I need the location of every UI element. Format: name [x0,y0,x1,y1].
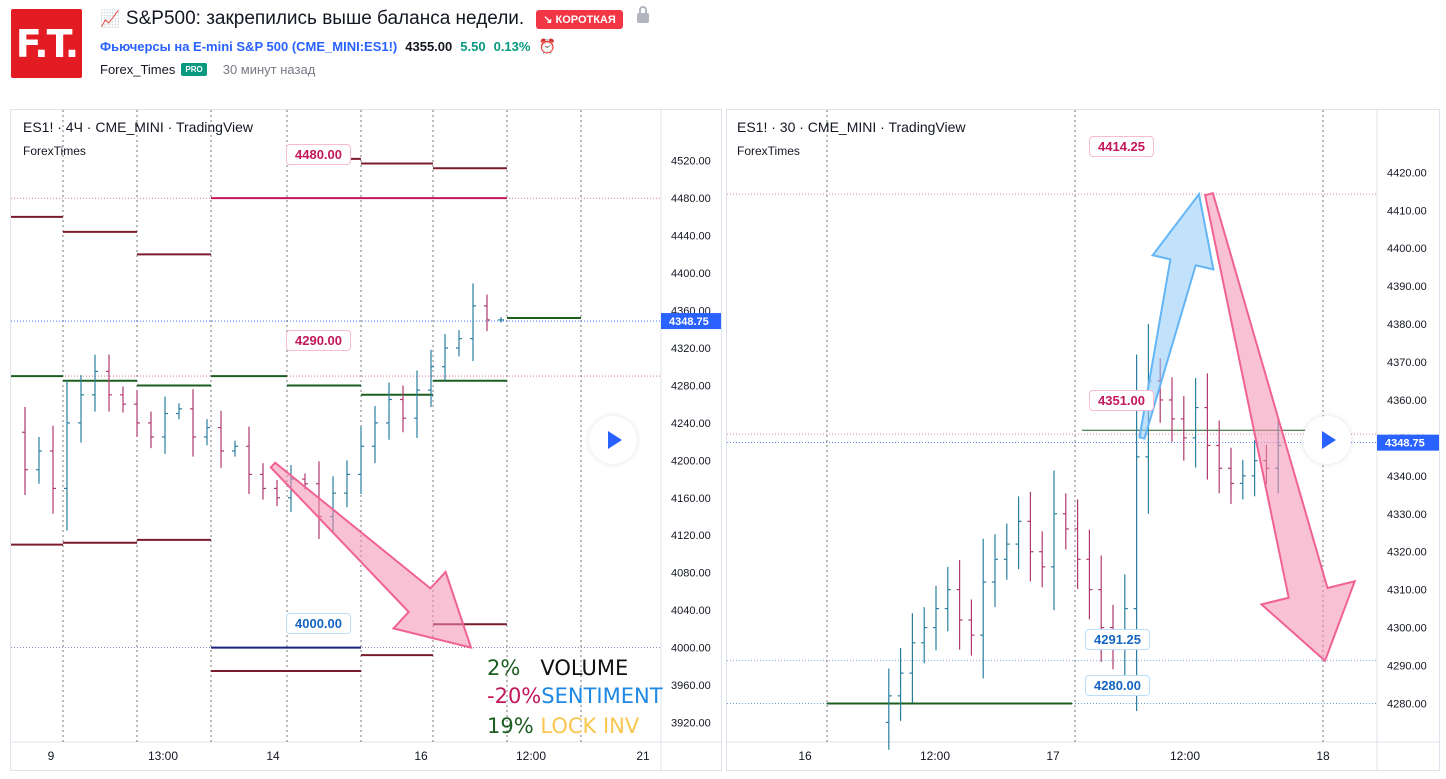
idea-title-text: S&P500: закрепились выше баланса недели. [125,8,525,29]
right-chart-title: ES1! · 30 · CME_MINI · TradingView [737,119,966,135]
symbol-code[interactable]: (CME_MINI:ES1!) [291,39,398,54]
short-badge: ↘ КОРОТКАЯ [536,9,623,29]
label-4280: 4280.00 [1085,675,1150,696]
symbol-line: Фьючерсы на E-mini S&P 500 (CME_MINI:ES1… [100,38,556,55]
symbol-change-pct: 0.13% [493,39,531,54]
play-icon [608,431,622,449]
play-icon [1322,431,1336,449]
brand-logo: F.T. [11,9,82,78]
y-tick-label: 4400.00 [671,268,711,280]
x-tick-label: 16 [414,749,428,763]
y-tick-label: 4410.00 [1387,205,1427,217]
legend-lockinv-value: 19% [487,714,534,738]
label-4000: 4000.00 [286,613,351,634]
current-price-tag-label: 4348.75 [1385,438,1425,450]
y-tick-label: 4400.00 [1387,243,1427,255]
x-tick-label: 9 [48,749,55,763]
right-play-button[interactable] [1303,416,1351,464]
y-tick-label: 4420.00 [1387,167,1427,179]
forecast-arrow-down [1203,192,1357,663]
logo-text: F.T. [15,21,79,66]
label-4480: 4480.00 [286,144,351,165]
x-tick-label: 12:00 [1170,749,1200,763]
pro-badge: PRO [181,63,207,76]
y-tick-label: 4120.00 [671,530,711,542]
label-4414: 4414.25 [1089,136,1154,157]
x-tick-label: 18 [1316,749,1330,763]
y-tick-label: 4160.00 [671,493,711,505]
y-tick-label: 4080.00 [671,568,711,580]
x-tick-label: 21 [636,749,650,763]
y-tick-label: 4300.00 [1387,623,1427,635]
y-tick-label: 4310.00 [1387,585,1427,597]
x-tick-label: 16 [798,749,812,763]
y-tick-label: 4340.00 [1387,471,1427,483]
legend-lockinv: 19% LOCK INV [487,714,639,738]
symbol-name[interactable]: Фьючерсы на E-mini S&P 500 [100,39,289,54]
label-4351: 4351.00 [1089,390,1154,411]
y-tick-label: 4240.00 [671,418,711,430]
x-tick-label: 12:00 [920,749,950,763]
y-tick-label: 4200.00 [671,455,711,467]
x-tick-label: 13:00 [148,749,178,763]
current-price-tag [661,313,721,330]
y-tick-label: 4480.00 [671,193,711,205]
legend-volume: 2% VOLUME [487,656,628,680]
current-price-tag [1377,434,1439,451]
author-line: Forex_Times PRO 30 минут назад [100,62,315,77]
right-chart-canvas[interactable]: 4420.00 4410.00 4400.00 4390.00 4380.00 4370.… [727,110,1439,770]
legend-lockinv-label: LOCK INV [540,714,640,738]
y-tick-label: 4370.00 [1387,357,1427,369]
y-tick-label: 3960.00 [671,680,711,692]
legend-sentiment-value: -20% [487,684,542,708]
y-tick-label: 4320.00 [671,343,711,355]
y-tick-label: 4280.00 [1387,698,1427,710]
y-tick-label: 4290.00 [1387,661,1427,673]
legend-volume-label: VOLUME [540,656,629,680]
alarm-clock-icon[interactable]: ⏰ [538,38,556,54]
symbol-link[interactable]: Фьючерсы на E-mini S&P 500 (CME_MINI:ES1… [100,39,397,54]
legend-sentiment: -20%SENTIMENT [487,684,663,708]
y-tick-label: 4390.00 [1387,281,1427,293]
symbol-change: 5.50 [460,39,486,54]
published-time: 30 минут назад [222,62,316,77]
left-chart-title: ES1! · 4Ч · CME_MINI · TradingView [23,119,254,135]
y-tick-label: 4330.00 [1387,509,1427,521]
y-tick-label: 3920.00 [671,718,711,730]
y-tick-label: 4000.00 [671,643,711,655]
author-name[interactable]: Forex_Times [100,62,176,77]
current-price-tag-label: 4348.75 [669,316,709,328]
left-play-button[interactable] [589,416,637,464]
label-4290: 4290.00 [286,330,351,351]
x-tick-label: 17 [1046,749,1060,763]
legend-sentiment-label: SENTIMENT [541,684,663,708]
label-4291: 4291.25 [1085,629,1150,650]
right-chart-author: ForexTimes [737,144,800,158]
idea-title: 📈 S&P500: закрепились выше баланса недел… [100,6,649,30]
left-chart-author: ForexTimes [23,144,86,158]
y-tick-label: 4520.00 [671,156,711,168]
y-tick-label: 4320.00 [1387,547,1427,559]
legend-volume-value: 2% [487,656,521,680]
y-tick-label: 4040.00 [671,605,711,617]
x-tick-label: 14 [266,749,280,763]
y-tick-label: 4280.00 [671,380,711,392]
y-tick-label: 4360.00 [1387,395,1427,407]
y-tick-label: 4440.00 [671,231,711,243]
x-tick-label: 12:00 [516,749,546,763]
chart-icon: 📈 [100,11,120,28]
left-chart[interactable]: 4520.00 4480.00 4440.00 4400.00 4360.00 4320.… [10,109,722,771]
symbol-price: 4355.00 [405,39,453,54]
y-tick-label: 4380.00 [1387,319,1427,331]
right-chart[interactable]: 4420.00 4410.00 4400.00 4390.00 4380.00 4370.… [726,109,1440,771]
lock-icon [636,6,649,23]
forecast-arrow-down [269,461,473,650]
